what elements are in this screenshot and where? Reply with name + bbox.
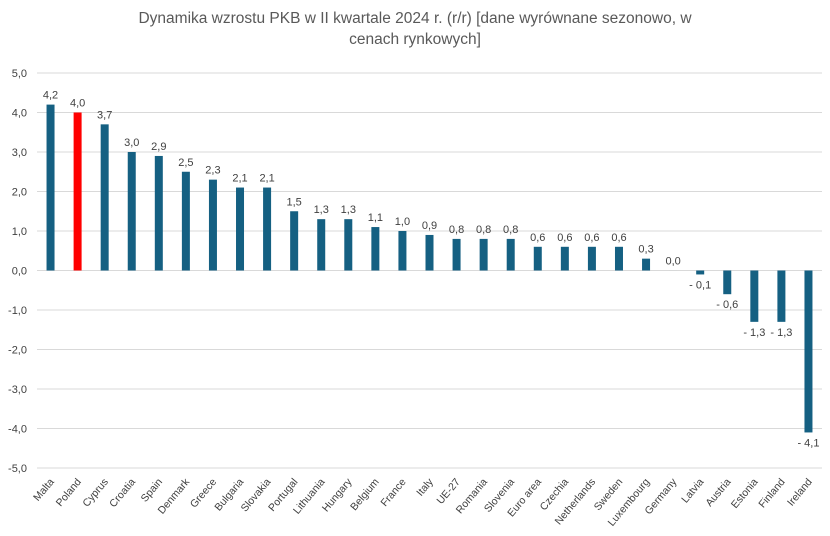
bar-czechia <box>560 246 569 271</box>
x-tick-label: Finland <box>756 476 787 510</box>
data-label: 0,0 <box>665 256 680 268</box>
bar-france <box>398 231 407 271</box>
bar-netherlands <box>587 246 596 271</box>
data-label: 2,9 <box>151 141 166 153</box>
x-tick-label: Cyprus <box>80 476 111 509</box>
y-tick-label: -1,0 <box>8 305 27 317</box>
chart-title-line-2: cenach rynkowych] <box>349 31 481 48</box>
x-tick-label: Belgium <box>348 476 382 513</box>
y-tick-label: 3,0 <box>12 147 27 159</box>
bar-euro-area <box>533 246 542 271</box>
data-label: 0,6 <box>611 232 626 244</box>
bar-greece <box>208 179 217 271</box>
bar-ireland <box>804 270 813 433</box>
bar-lithuania <box>317 219 326 271</box>
x-tick-label: Ireland <box>785 476 815 508</box>
data-label: 1,3 <box>341 204 356 216</box>
chart-title-line-1: Dynamika wzrostu PKB w II kwartale 2024 … <box>138 10 692 27</box>
data-label: 1,1 <box>368 212 383 224</box>
data-label: 0,6 <box>530 232 545 244</box>
data-label: - 1,3 <box>770 327 792 339</box>
bar-croatia <box>127 152 136 271</box>
bar-bulgaria <box>236 187 245 271</box>
bar-italy <box>425 234 434 271</box>
data-label: 0,6 <box>584 232 599 244</box>
x-tick-label: Estonia <box>729 476 761 511</box>
bar-spain <box>154 155 163 271</box>
bar-estonia <box>750 270 759 322</box>
bar-ue-27 <box>452 238 461 271</box>
bar-hungary <box>344 219 353 271</box>
y-tick-label: -3,0 <box>8 384 27 396</box>
x-tick-label: Malta <box>31 476 57 504</box>
x-tick-label: Italy <box>414 476 436 499</box>
x-tick-label: Hungary <box>320 476 355 515</box>
bar-portugal <box>290 211 299 271</box>
data-label: 3,0 <box>124 137 139 149</box>
data-label: 1,3 <box>314 204 329 216</box>
y-tick-label: -4,0 <box>8 424 27 436</box>
bar-belgium <box>371 227 380 271</box>
data-label: 0,8 <box>503 224 518 236</box>
y-tick-label: 0,0 <box>12 266 27 278</box>
x-tick-label: Croatia <box>107 476 138 510</box>
bar-malta <box>46 104 55 271</box>
y-tick-label: 2,0 <box>12 187 27 199</box>
bar-finland <box>777 270 786 322</box>
data-label: 2,1 <box>232 173 247 185</box>
bar-denmark <box>181 171 190 271</box>
data-label: 0,6 <box>557 232 572 244</box>
bar-austria <box>723 270 732 295</box>
y-tick-label: 4,0 <box>12 108 27 120</box>
x-tick-label: Spain <box>139 476 166 504</box>
bar-cyprus <box>100 124 109 271</box>
data-label: 1,5 <box>287 196 302 208</box>
data-label: 0,8 <box>449 224 464 236</box>
bar-slovakia <box>263 187 272 271</box>
data-label: 4,2 <box>43 90 58 102</box>
data-label: 0,9 <box>422 220 437 232</box>
bar-sweden <box>614 246 623 271</box>
data-label: - 0,1 <box>689 279 711 291</box>
data-label: - 0,6 <box>716 299 738 311</box>
y-tick-label: -5,0 <box>8 463 27 475</box>
data-label: - 1,3 <box>743 327 765 339</box>
data-label: 3,7 <box>97 109 112 121</box>
data-label: - 4,1 <box>797 437 819 449</box>
data-label: 4,0 <box>70 98 85 110</box>
bar-luxembourg <box>642 258 651 271</box>
x-tick-label: Poland <box>54 476 84 509</box>
chart-title: Dynamika wzrostu PKB w II kwartale 2024 … <box>0 8 830 50</box>
x-tick-label: France <box>379 476 409 509</box>
y-tick-label: 5,0 <box>12 68 27 80</box>
data-label: 1,0 <box>395 216 410 228</box>
data-label: 0,8 <box>476 224 491 236</box>
data-label: 2,3 <box>205 165 220 177</box>
bar-romania <box>479 238 488 271</box>
data-label: 0,3 <box>638 244 653 256</box>
bar-poland <box>73 112 82 271</box>
y-tick-label: -2,0 <box>8 345 27 357</box>
y-tick-label: 1,0 <box>12 226 27 238</box>
data-label: 2,5 <box>178 157 193 169</box>
bar-latvia <box>696 270 705 275</box>
bar-slovenia <box>506 238 515 271</box>
data-label: 2,1 <box>259 173 274 185</box>
